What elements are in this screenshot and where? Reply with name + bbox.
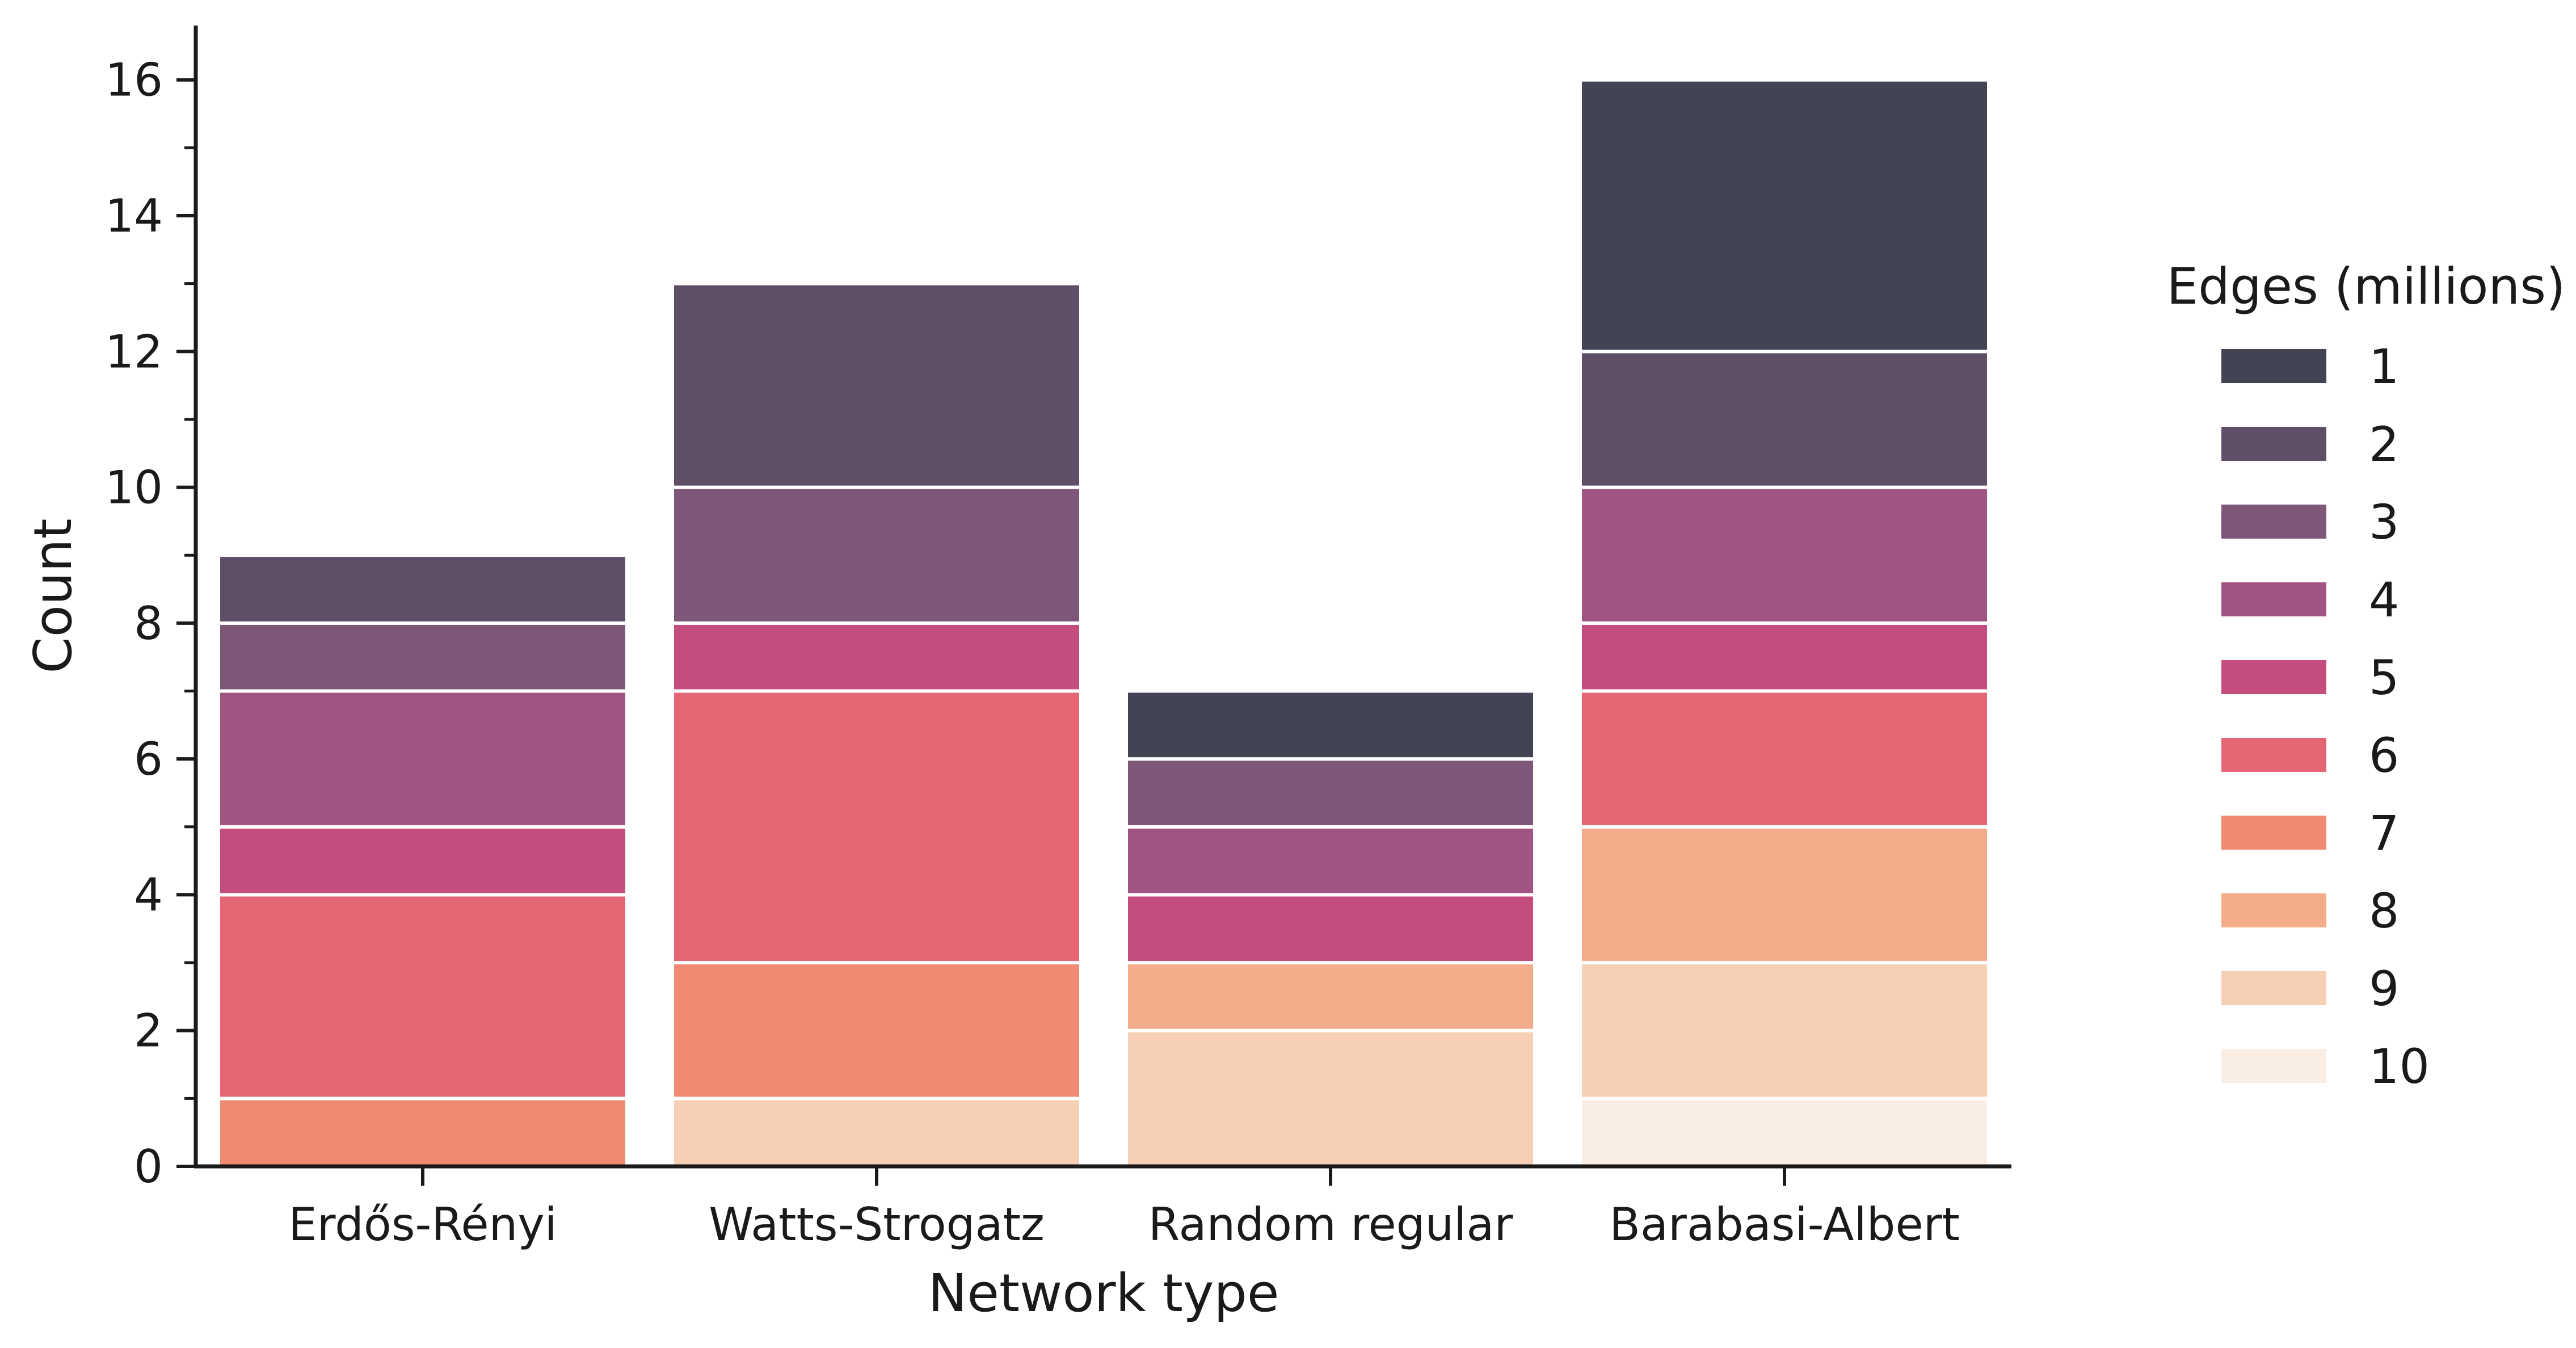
bar-segment (1579, 621, 1990, 693)
legend-swatch (2221, 427, 2326, 461)
bar-segment (671, 1097, 1083, 1169)
legend-swatch (2221, 738, 2326, 772)
bar-segment (671, 621, 1083, 693)
legend-label: 10 (2369, 1039, 2430, 1094)
bar-segment (1125, 825, 1537, 897)
bar-segment (1579, 485, 1990, 625)
legend-label: 5 (2369, 650, 2399, 706)
y-tick-label: 12 (105, 325, 163, 378)
legend-label: 4 (2369, 572, 2399, 628)
legend-swatch (2221, 893, 2326, 927)
legend: Edges (millions) 1 2 3 4 5 6 7 8 9 10 (2167, 257, 2566, 1094)
bar-segment (671, 282, 1083, 489)
bar-segment (217, 553, 629, 625)
legend-swatch (2221, 660, 2326, 694)
legend-swatch (2221, 582, 2326, 616)
bar-segment (1579, 1097, 1990, 1169)
y-tick-label: 10 (105, 461, 163, 514)
legend-swatch (2221, 971, 2326, 1005)
legend-label: 7 (2369, 805, 2399, 861)
bars (217, 78, 1990, 1169)
y-ticks: 0 2 4 6 8 10 12 14 16 (105, 54, 196, 1193)
x-axis-title: Network type (928, 1263, 1279, 1324)
bar-segment (217, 621, 629, 693)
y-axis-title: Count (23, 518, 83, 673)
bar-segment (1579, 689, 1990, 829)
legend-label: 6 (2369, 728, 2399, 783)
legend-swatch (2221, 505, 2326, 539)
legend-swatch (2221, 1049, 2326, 1083)
bar-segment (1125, 893, 1537, 965)
legend-items: 1 2 3 4 5 6 7 8 9 10 (2221, 339, 2430, 1094)
bar-segment (1125, 689, 1537, 761)
bar-segment (671, 689, 1083, 965)
bar-segment (217, 1097, 629, 1169)
bar-segment (1579, 961, 1990, 1101)
bar-segment (1125, 961, 1537, 1032)
x-tick-label: Random regular (1148, 1198, 1513, 1251)
bar-segment (671, 961, 1083, 1101)
bar-segment (671, 485, 1083, 625)
y-tick-label: 0 (134, 1140, 163, 1193)
x-tick-label: Watts-Strogatz (709, 1198, 1045, 1251)
y-tick-label: 8 (134, 597, 163, 650)
legend-swatch (2221, 816, 2326, 850)
legend-label: 2 (2369, 417, 2399, 472)
bar-segment (1579, 78, 1990, 354)
bar-segment (1125, 1028, 1537, 1168)
y-tick-label: 4 (134, 868, 163, 921)
y-tick-label: 16 (105, 54, 163, 107)
x-tick-label: Erdős-Rényi (288, 1198, 557, 1251)
legend-label: 1 (2369, 339, 2399, 394)
legend-label: 9 (2369, 961, 2399, 1017)
legend-swatch (2221, 349, 2326, 383)
x-ticks: Erdős-Rényi Watts-Strogatz Random regular B… (288, 1166, 1960, 1251)
legend-label: 8 (2369, 883, 2399, 939)
y-tick-label: 14 (105, 190, 163, 242)
bar-segment (1579, 825, 1990, 965)
bar-segment (217, 893, 629, 1101)
bar-segment (217, 825, 629, 897)
bar-segment (1125, 757, 1537, 829)
legend-label: 3 (2369, 494, 2399, 550)
x-tick-label: Barabasi-Albert (1609, 1198, 1960, 1251)
bar-segment (217, 689, 629, 829)
legend-title: Edges (millions) (2167, 257, 2566, 316)
y-tick-label: 2 (134, 1005, 163, 1057)
bar-segment (1579, 350, 1990, 489)
y-tick-label: 6 (134, 733, 163, 786)
